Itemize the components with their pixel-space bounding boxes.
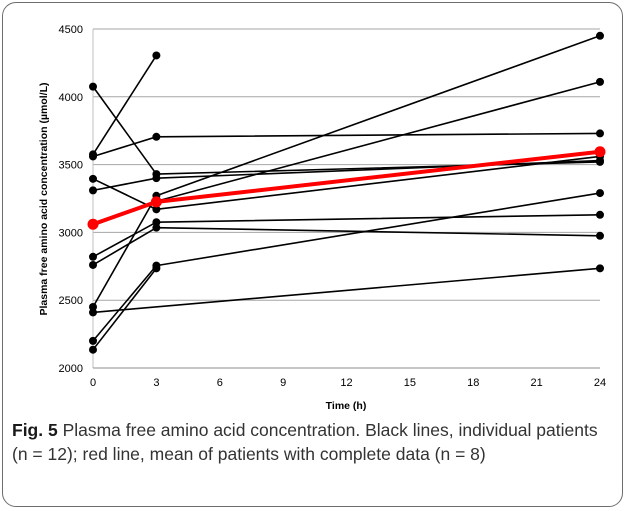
patient-series xyxy=(89,223,604,269)
x-tick-label: 0 xyxy=(90,377,96,389)
mean-point xyxy=(594,146,606,158)
patient-point xyxy=(89,152,97,161)
patient-series xyxy=(89,210,604,261)
x-tick-label: 12 xyxy=(340,377,352,389)
patient-point xyxy=(596,129,604,138)
figure-label: Fig. 5 xyxy=(12,420,58,440)
patient-point xyxy=(152,132,161,141)
patient-point xyxy=(89,186,97,195)
patient-point xyxy=(152,223,161,232)
patient-line xyxy=(92,55,158,155)
patient-point xyxy=(596,231,604,240)
patient-line xyxy=(92,226,601,266)
figure-caption: Fig. 5 Plasma free amino acid concentrat… xyxy=(12,418,616,466)
patient-series xyxy=(89,189,604,345)
x-tick-label: 15 xyxy=(404,377,416,389)
y-tick-label: 2500 xyxy=(59,295,83,307)
y-tick-label: 3500 xyxy=(59,160,83,172)
patient-point xyxy=(89,260,97,269)
mean-point xyxy=(87,218,99,230)
y-tick-label: 2000 xyxy=(59,363,83,375)
patient-point xyxy=(89,252,97,261)
series-group xyxy=(87,31,606,354)
x-tick-label: 3 xyxy=(153,377,159,389)
mean-series xyxy=(87,146,606,230)
caption-text: Plasma free amino acid concentration. Bl… xyxy=(12,420,598,464)
patient-line xyxy=(92,81,601,227)
x-tick-label: 21 xyxy=(531,377,543,389)
patient-point xyxy=(596,31,604,40)
patient-line xyxy=(92,267,601,314)
x-tick-label: 24 xyxy=(594,377,606,389)
patient-series xyxy=(89,31,604,311)
patient-point xyxy=(89,336,97,345)
figure-frame xyxy=(2,2,623,507)
y-tick-label: 4500 xyxy=(59,24,83,36)
patient-point xyxy=(596,189,604,198)
patient-series xyxy=(89,156,604,195)
patient-line xyxy=(92,132,601,158)
x-axis-label: Time (h) xyxy=(326,400,367,412)
y-tick-label: 4000 xyxy=(59,92,83,104)
patient-line xyxy=(92,267,158,351)
patient-point xyxy=(89,82,97,91)
patient-point xyxy=(596,77,604,86)
patient-point xyxy=(89,345,97,354)
mean-point xyxy=(150,196,162,208)
patient-point xyxy=(89,308,97,317)
y-tick-label: 3000 xyxy=(59,227,83,239)
x-tick-labels: 0 3 6 9 12 15 18 21 24 xyxy=(90,377,606,389)
patient-point xyxy=(152,205,161,214)
gridlines xyxy=(93,28,600,301)
patient-series xyxy=(89,264,161,354)
x-tick-label: 9 xyxy=(280,377,286,389)
patient-point xyxy=(596,156,604,165)
patient-line xyxy=(92,192,601,342)
mean-line xyxy=(92,149,601,227)
patient-point xyxy=(596,210,604,219)
patient-point xyxy=(89,174,97,183)
y-axis-label: Plasma free amino acid concentration (µm… xyxy=(38,82,50,315)
x-tick-label: 18 xyxy=(467,377,479,389)
patient-point xyxy=(596,264,604,273)
patient-series xyxy=(89,264,604,317)
patient-series xyxy=(89,129,604,161)
patient-point xyxy=(152,264,161,273)
patient-line xyxy=(92,213,601,258)
patient-series xyxy=(89,77,604,230)
patient-series xyxy=(89,51,161,159)
patient-point xyxy=(152,51,161,60)
x-tick-label: 6 xyxy=(217,377,223,389)
patient-point xyxy=(152,174,161,183)
y-tick-labels: 2000 2500 3000 3500 4000 4500 xyxy=(59,24,83,375)
